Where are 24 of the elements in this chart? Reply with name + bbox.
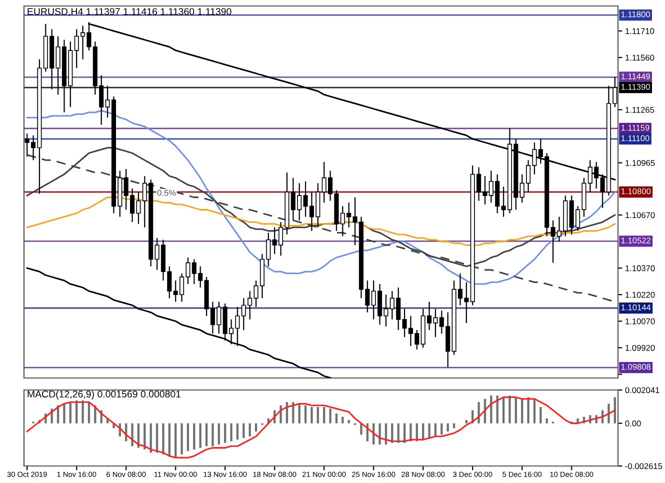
ref-line-label: 1.11159 xyxy=(621,124,650,131)
ref-line-label: 1.11800 xyxy=(621,11,650,18)
ref-line-label: 1.11390 xyxy=(621,84,650,90)
y-tick-label: -0.002615 xyxy=(625,463,662,470)
ref-line-label: 1.10800 xyxy=(621,188,651,194)
y-tick-label: 1.10670 xyxy=(626,212,655,218)
ref-line-label: 1.11100 xyxy=(621,135,650,142)
y-tick-label: 1.10220 xyxy=(626,292,655,298)
y-tick-label: 1.10965 xyxy=(626,160,655,166)
ref-line-label: 1.09808 xyxy=(621,364,651,370)
y-tick-label: 1.09920 xyxy=(626,344,655,351)
y-tick-label: 1.10070 xyxy=(626,318,655,324)
y-tick-label: 0.002041 xyxy=(625,387,660,394)
chart-title: EURUSD,H4 1.11397 1.11416 1.11360 1.11390 xyxy=(28,8,232,16)
ref-line-label: 1.10522 xyxy=(621,238,650,244)
y-tick-label: 1.10370 xyxy=(626,265,655,272)
ref-line-label: 1.10144 xyxy=(621,304,651,310)
annotation: 0.5% xyxy=(157,190,176,196)
y-tick-label: 0.00 xyxy=(625,420,641,426)
y-tick-label: 1.11265 xyxy=(626,106,654,113)
ref-line-label: 1.11449 xyxy=(621,73,650,80)
y-tick-label: 1.11560 xyxy=(626,54,654,61)
chart-title: MACD(12,26,9) 0.001569 0.000801 xyxy=(28,390,181,400)
y-tick-label: 1.11710 xyxy=(626,28,654,34)
